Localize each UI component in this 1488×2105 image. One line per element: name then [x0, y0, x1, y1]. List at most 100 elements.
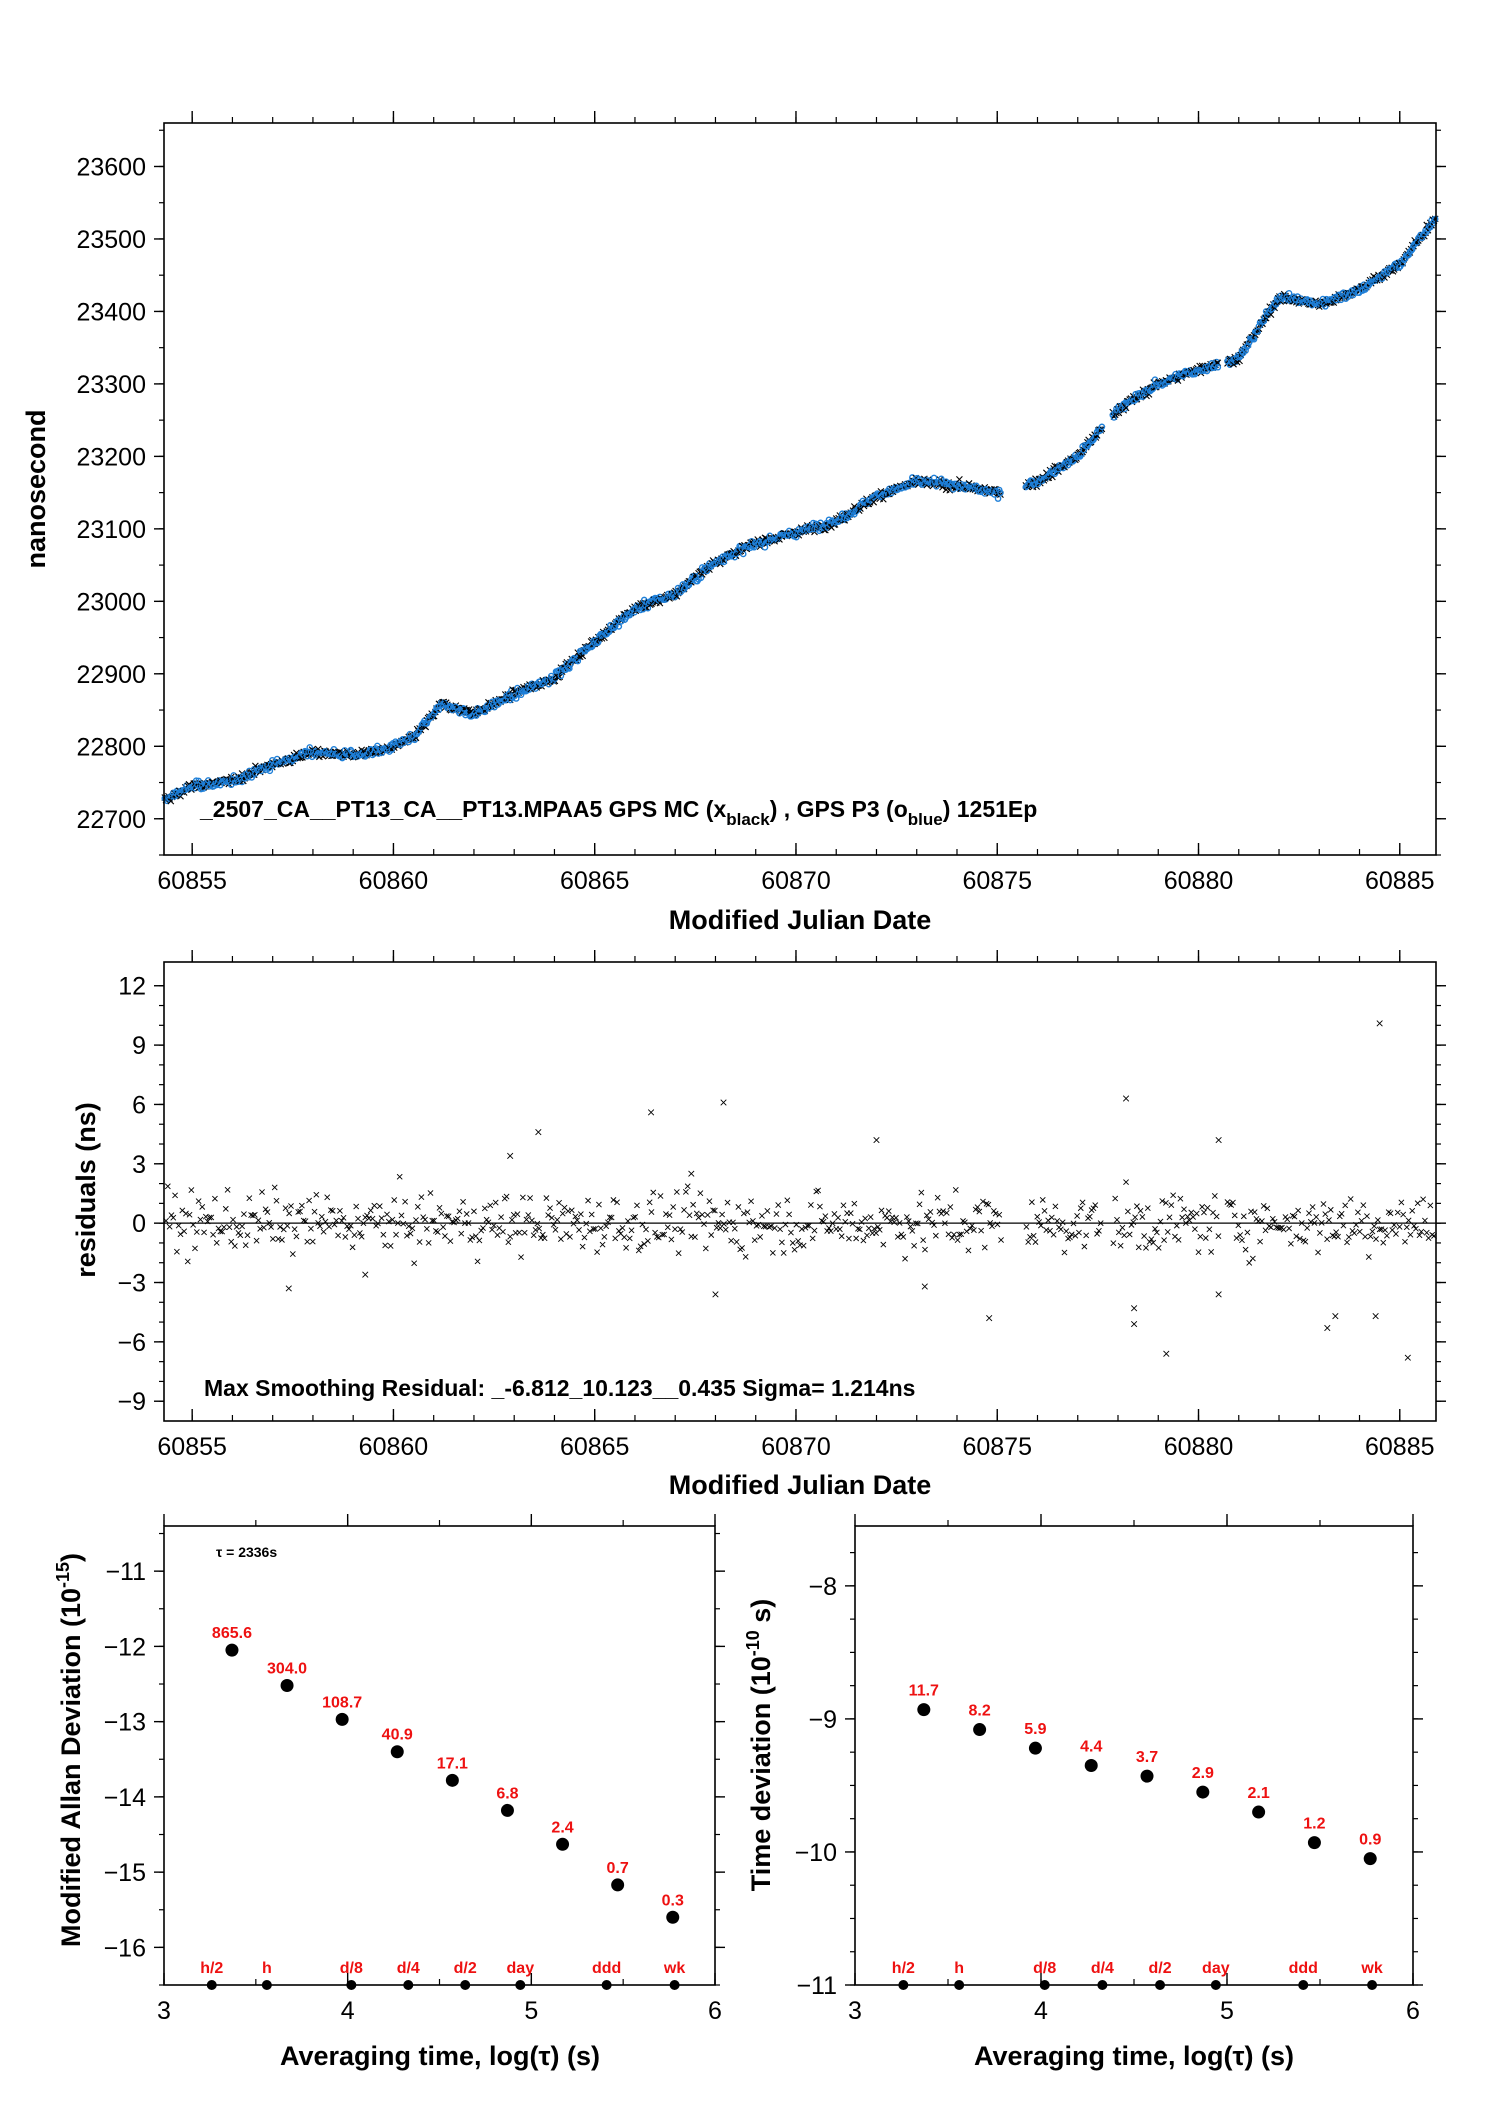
- residual-point: [353, 1203, 360, 1210]
- y-tick-label: 22900: [76, 661, 146, 689]
- residual-point: [1297, 1235, 1303, 1242]
- residual-point: [340, 1214, 347, 1221]
- residual-point: [929, 1219, 936, 1226]
- residual-point: [1097, 1220, 1104, 1227]
- gps-p3-point: [1149, 385, 1156, 393]
- residual-point: [405, 1223, 412, 1230]
- residual-point: [619, 1224, 626, 1231]
- residual-point: [291, 1226, 298, 1233]
- residual-point: [1211, 1192, 1218, 1199]
- deviation-point: [917, 1703, 931, 1717]
- residual-point: [172, 1192, 178, 1199]
- residual-outlier: [1130, 1305, 1138, 1312]
- residual-point: [206, 1214, 213, 1221]
- residual-point: [536, 1225, 543, 1232]
- residual-point: [324, 1194, 331, 1201]
- residual-point: [1260, 1203, 1267, 1209]
- residual-point: [481, 1205, 488, 1212]
- residual-point: [480, 1225, 486, 1231]
- residual-point: [1345, 1234, 1352, 1240]
- residual-point: [168, 1212, 175, 1219]
- residual-point: [755, 1221, 762, 1228]
- residual-point: [1316, 1230, 1323, 1236]
- residual-point: [632, 1213, 639, 1220]
- residual-point: [733, 1239, 740, 1245]
- residual-point: [244, 1232, 251, 1239]
- residual-point: [329, 1207, 336, 1214]
- residual-point: [548, 1214, 555, 1221]
- residual-point: [981, 1244, 988, 1251]
- residual-point: [1315, 1249, 1321, 1256]
- y-tick-label: 23400: [76, 298, 146, 326]
- residual-point: [860, 1237, 867, 1244]
- residual-point: [311, 1208, 318, 1215]
- deviation-point: [1363, 1852, 1377, 1866]
- residual-point: [1280, 1226, 1287, 1233]
- deviation-value-label: 1.2: [1303, 1816, 1325, 1833]
- y-tick-label: −14: [104, 1784, 147, 1812]
- residual-point: [871, 1225, 878, 1232]
- residual-point: [360, 1220, 367, 1227]
- residual-point: [425, 1239, 432, 1246]
- residual-point: [675, 1250, 682, 1257]
- deviation-point: [1196, 1785, 1210, 1799]
- residual-point: [422, 1216, 428, 1223]
- residual-point: [1030, 1232, 1037, 1239]
- residual-point: [804, 1222, 811, 1229]
- residual-point: [590, 1226, 597, 1232]
- residual-point: [661, 1231, 668, 1238]
- residual-point: [1070, 1220, 1077, 1227]
- residual-point: [934, 1194, 941, 1201]
- residual-point: [1231, 1212, 1238, 1219]
- residual-point: [177, 1231, 184, 1238]
- residual-point: [967, 1225, 974, 1232]
- residual-point: [1206, 1226, 1213, 1233]
- residual-point: [1045, 1217, 1052, 1224]
- deviation-point: [1140, 1769, 1154, 1783]
- residual-point: [579, 1243, 586, 1250]
- residual-point: [302, 1218, 309, 1225]
- residual-point: [1201, 1209, 1207, 1216]
- residual-point: [402, 1198, 409, 1205]
- axes: 3 4 5 6 −16 −15 −14 −13 −12 −11: [104, 1514, 725, 2025]
- gps-p3-point: [916, 476, 923, 483]
- residual-point: [697, 1190, 704, 1197]
- gps-p3-point: [1322, 303, 1329, 310]
- residual-point: [289, 1251, 296, 1257]
- residual-point: [1112, 1195, 1119, 1202]
- residual-point: [1362, 1233, 1369, 1240]
- residual-point: [224, 1186, 231, 1193]
- residual-outlier: [873, 1136, 880, 1144]
- residual-point: [282, 1205, 289, 1212]
- tau-label: τ = 2336s: [216, 1544, 277, 1560]
- residual-point: [672, 1226, 678, 1233]
- residual-point: [528, 1217, 535, 1224]
- residual-point: [652, 1229, 659, 1236]
- residual-point: [1284, 1216, 1291, 1223]
- residual-point: [1094, 1230, 1100, 1237]
- residual-point: [396, 1173, 403, 1180]
- residual-point: [677, 1226, 684, 1233]
- residual-point: [259, 1189, 265, 1195]
- residual-point: [909, 1227, 916, 1234]
- residual-point: [1373, 1236, 1379, 1242]
- residual-point: [1038, 1222, 1044, 1229]
- residual-point: [760, 1223, 767, 1230]
- residual-outlier: [1372, 1313, 1379, 1320]
- residual-point: [279, 1236, 285, 1243]
- y-tick-label: 23200: [76, 443, 146, 471]
- residual-point: [1173, 1222, 1180, 1229]
- mdev-points: 865.6 304.0 108.7 40.9 17.1 6.8 2.4 0.7 0.3 h/2 h d…: [200, 1625, 685, 1990]
- residual-point: [492, 1199, 499, 1206]
- y-tick-label: −13: [104, 1709, 146, 1737]
- residual-point: [827, 1228, 834, 1234]
- residual-point: [628, 1227, 635, 1234]
- residual-point: [679, 1229, 686, 1235]
- residual-point: [471, 1208, 477, 1215]
- residual-point: [987, 1220, 994, 1226]
- residual-point: [769, 1249, 776, 1256]
- residual-point: [941, 1220, 948, 1227]
- residual-point: [447, 1238, 454, 1245]
- residual-point: [746, 1219, 753, 1226]
- residual-point: [246, 1195, 253, 1202]
